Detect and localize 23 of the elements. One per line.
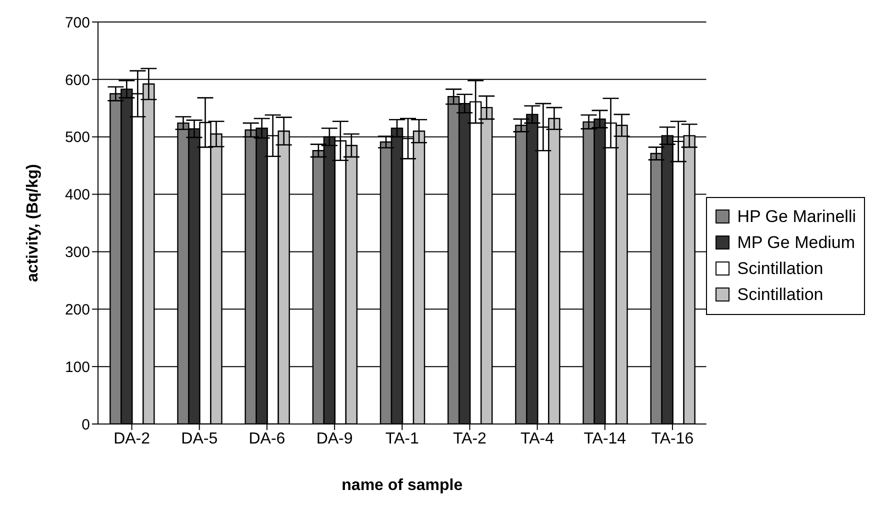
x-tick-label: TA-4 (520, 430, 554, 448)
legend-label: HP Ge Marinelli (737, 206, 856, 228)
x-axis-title: name of sample (342, 477, 463, 494)
y-tick-label: 300 (64, 244, 90, 262)
y-tick-label: 600 (64, 72, 90, 89)
y-axis-title: activity, (Bq/kg) (24, 164, 42, 282)
y-tick-label: 500 (64, 129, 90, 146)
x-tick-label: TA-16 (651, 430, 694, 448)
y-tick-label: 100 (64, 358, 90, 376)
y-tick-label: 700 (64, 14, 90, 32)
y-tick-label: 400 (64, 186, 90, 204)
x-tick-label: TA-2 (452, 430, 487, 448)
legend-label: Scintillation (737, 284, 824, 306)
legend-label: MP Ge Medium (737, 232, 856, 254)
x-tick-label: DA-6 (248, 430, 286, 448)
y-tick-label: 200 (64, 301, 90, 318)
x-tick-label: TA-14 (584, 430, 626, 448)
y-tick-label: 0 (82, 416, 90, 434)
x-tick-label: DA-2 (114, 430, 150, 448)
legend-label: Scintillation (737, 258, 824, 280)
x-tick-label: TA-1 (385, 430, 419, 448)
x-tick-label: DA-9 (316, 430, 353, 448)
x-tick-label: DA-5 (181, 430, 218, 448)
